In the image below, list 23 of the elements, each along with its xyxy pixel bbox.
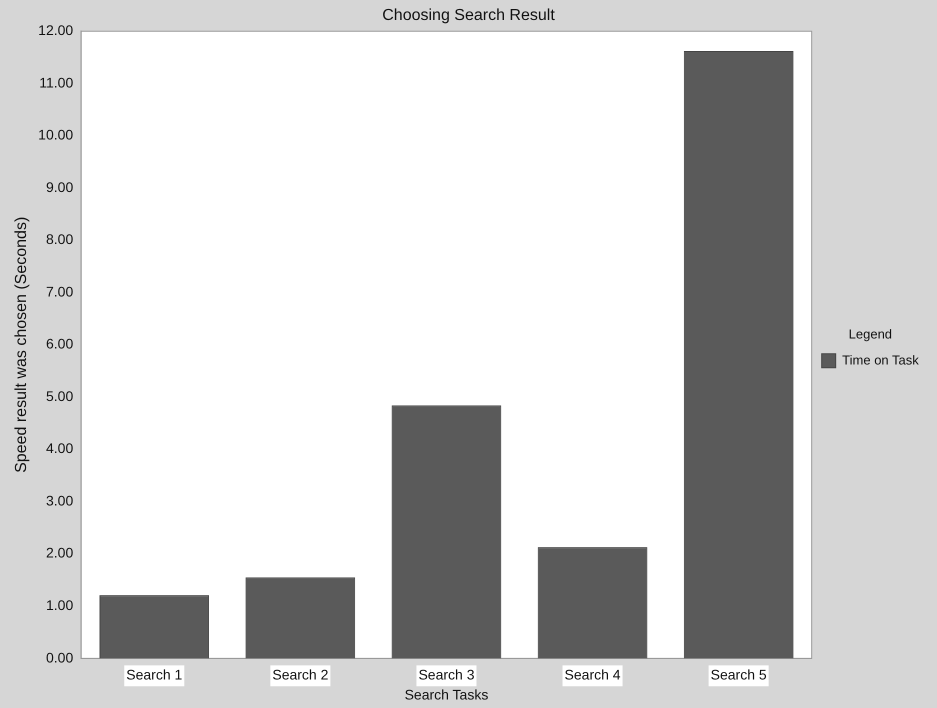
y-tick-label: 1.00 xyxy=(46,596,74,613)
legend-label: Time on Task xyxy=(842,352,920,368)
y-tick-label: 7.00 xyxy=(46,283,74,300)
y-tick-label: 2.00 xyxy=(46,544,74,561)
y-tick-label: 12.00 xyxy=(38,22,74,38)
y-tick-label: 5.00 xyxy=(46,388,74,404)
y-tick-label: 4.00 xyxy=(46,440,74,456)
y-tick-label: 11.00 xyxy=(39,74,74,90)
y-tick-label: 6.00 xyxy=(46,336,74,352)
legend-title: Legend xyxy=(848,326,892,342)
y-tick-label: 8.00 xyxy=(46,231,74,248)
y-tick-label: 0.00 xyxy=(46,649,74,666)
x-tick-label: Search 4 xyxy=(564,666,621,683)
x-tick-label: Search 1 xyxy=(126,666,183,683)
y-tick-label: 10.00 xyxy=(38,126,74,143)
x-tick-label: Search 2 xyxy=(272,666,329,683)
x-axis-title: Search Tasks xyxy=(404,686,488,702)
y-axis-title: Speed result was chosen (Seconds) xyxy=(13,216,30,473)
x-tick-label: Search 5 xyxy=(710,666,767,683)
chart-title: Choosing Search Result xyxy=(382,7,556,24)
x-tick-label: Search 3 xyxy=(418,666,475,683)
y-tick-label: 3.00 xyxy=(46,492,74,508)
y-tick-label: 9.00 xyxy=(46,178,74,195)
